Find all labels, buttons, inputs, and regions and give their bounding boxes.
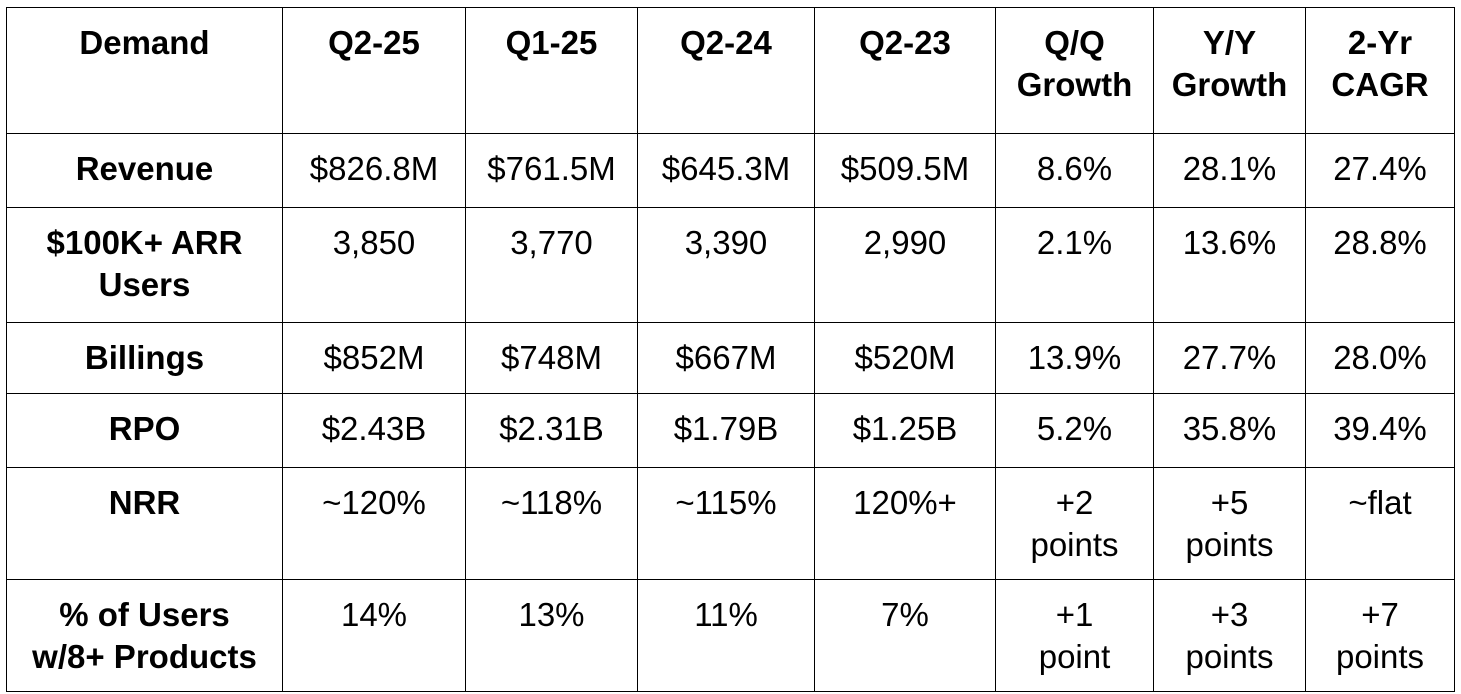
header-q2-23: Q2-23: [814, 7, 996, 134]
cell-rpo-q2-24: $1.79B: [637, 393, 815, 468]
cell-arr-users-yy: 13.6%: [1153, 207, 1306, 323]
cell-nrr-qq: +2 points: [995, 467, 1154, 580]
row-label-nrr: NRR: [6, 467, 283, 580]
header-row: Demand Q2-25 Q1-25 Q2-24 Q2-23 Q/Q Growt…: [6, 7, 1455, 134]
cell-nrr-q2-24: ~115%: [637, 467, 815, 580]
cell-billings-q2-25: $852M: [282, 322, 466, 394]
cell-revenue-q1-25: $761.5M: [465, 133, 638, 208]
row-label-users-8-products: % of Users w/8+ Products: [6, 579, 283, 692]
cell-nrr-q1-25: ~118%: [465, 467, 638, 580]
cell-users-8-products-cagr: +7 points: [1305, 579, 1455, 692]
cell-nrr-yy: +5 points: [1153, 467, 1306, 580]
row-label-billings: Billings: [6, 322, 283, 394]
cell-arr-users-q2-23: 2,990: [814, 207, 996, 323]
cell-nrr-cagr: ~flat: [1305, 467, 1455, 580]
cell-billings-cagr: 28.0%: [1305, 322, 1455, 394]
header-q2-25: Q2-25: [282, 7, 466, 134]
row-label-arr-users: $100K+ ARR Users: [6, 207, 283, 323]
cell-revenue-yy: 28.1%: [1153, 133, 1306, 208]
cell-arr-users-q1-25: 3,770: [465, 207, 638, 323]
row-billings: Billings $852M $748M $667M $520M 13.9% 2…: [6, 322, 1455, 394]
cell-arr-users-q2-25: 3,850: [282, 207, 466, 323]
cell-billings-qq: 13.9%: [995, 322, 1154, 394]
cell-arr-users-cagr: 28.8%: [1305, 207, 1455, 323]
header-yy-growth: Y/Y Growth: [1153, 7, 1306, 134]
cell-rpo-qq: 5.2%: [995, 393, 1154, 468]
cell-users-8-products-q1-25: 13%: [465, 579, 638, 692]
cell-nrr-q2-23: 120%+: [814, 467, 996, 580]
header-qq-growth: Q/Q Growth: [995, 7, 1154, 134]
cell-rpo-q2-23: $1.25B: [814, 393, 996, 468]
cell-rpo-yy: 35.8%: [1153, 393, 1306, 468]
row-arr-users: $100K+ ARR Users 3,850 3,770 3,390 2,990…: [6, 207, 1455, 323]
cell-rpo-cagr: 39.4%: [1305, 393, 1455, 468]
row-label-revenue: Revenue: [6, 133, 283, 208]
cell-revenue-q2-23: $509.5M: [814, 133, 996, 208]
cell-billings-q2-23: $520M: [814, 322, 996, 394]
cell-users-8-products-qq: +1 point: [995, 579, 1154, 692]
header-label-demand: Demand: [6, 7, 283, 134]
header-q1-25: Q1-25: [465, 7, 638, 134]
cell-rpo-q1-25: $2.31B: [465, 393, 638, 468]
cell-billings-q1-25: $748M: [465, 322, 638, 394]
row-label-rpo: RPO: [6, 393, 283, 468]
cell-rpo-q2-25: $2.43B: [282, 393, 466, 468]
cell-revenue-qq: 8.6%: [995, 133, 1154, 208]
row-rpo: RPO $2.43B $2.31B $1.79B $1.25B 5.2% 35.…: [6, 393, 1455, 468]
row-users-8-products: % of Users w/8+ Products 14% 13% 11% 7% …: [6, 579, 1455, 692]
cell-revenue-q2-24: $645.3M: [637, 133, 815, 208]
cell-revenue-cagr: 27.4%: [1305, 133, 1455, 208]
cell-users-8-products-q2-23: 7%: [814, 579, 996, 692]
row-revenue: Revenue $826.8M $761.5M $645.3M $509.5M …: [6, 133, 1455, 208]
cell-users-8-products-q2-24: 11%: [637, 579, 815, 692]
row-nrr: NRR ~120% ~118% ~115% 120%+ +2 points +5…: [6, 467, 1455, 580]
cell-users-8-products-q2-25: 14%: [282, 579, 466, 692]
cell-billings-yy: 27.7%: [1153, 322, 1306, 394]
demand-table: Demand Q2-25 Q1-25 Q2-24 Q2-23 Q/Q Growt…: [6, 7, 1455, 692]
cell-revenue-q2-25: $826.8M: [282, 133, 466, 208]
header-2yr-cagr: 2-Yr CAGR: [1305, 7, 1455, 134]
cell-users-8-products-yy: +3 points: [1153, 579, 1306, 692]
header-q2-24: Q2-24: [637, 7, 815, 134]
cell-arr-users-q2-24: 3,390: [637, 207, 815, 323]
cell-billings-q2-24: $667M: [637, 322, 815, 394]
cell-arr-users-qq: 2.1%: [995, 207, 1154, 323]
cell-nrr-q2-25: ~120%: [282, 467, 466, 580]
